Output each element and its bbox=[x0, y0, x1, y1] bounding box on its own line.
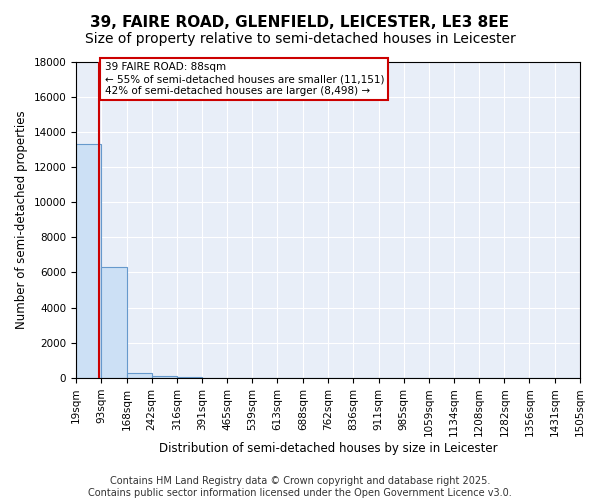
Bar bbox=[152, 376, 177, 378]
Bar bbox=[127, 372, 152, 378]
Text: 39 FAIRE ROAD: 88sqm
← 55% of semi-detached houses are smaller (11,151)
42% of s: 39 FAIRE ROAD: 88sqm ← 55% of semi-detac… bbox=[104, 62, 384, 96]
Text: Contains HM Land Registry data © Crown copyright and database right 2025.
Contai: Contains HM Land Registry data © Crown c… bbox=[88, 476, 512, 498]
Bar bbox=[76, 144, 101, 378]
X-axis label: Distribution of semi-detached houses by size in Leicester: Distribution of semi-detached houses by … bbox=[159, 442, 497, 455]
Y-axis label: Number of semi-detached properties: Number of semi-detached properties bbox=[15, 110, 28, 329]
Bar bbox=[101, 267, 127, 378]
Text: 39, FAIRE ROAD, GLENFIELD, LEICESTER, LE3 8EE: 39, FAIRE ROAD, GLENFIELD, LEICESTER, LE… bbox=[91, 15, 509, 30]
Text: Size of property relative to semi-detached houses in Leicester: Size of property relative to semi-detach… bbox=[85, 32, 515, 46]
